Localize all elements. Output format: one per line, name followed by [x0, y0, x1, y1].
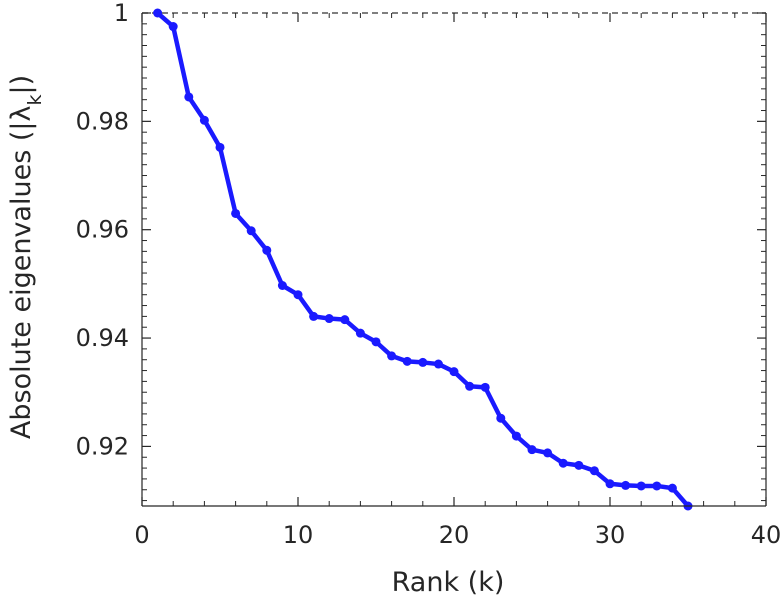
- axes-layer: 0 10 20 30 40 0.92 0.94 0.96 0.98 1: [76, 0, 782, 549]
- data-point: [324, 314, 334, 324]
- data-point: [277, 281, 287, 291]
- data-point: [433, 359, 443, 369]
- y-axis-label: Absolute eigenvalues (|λk|): [6, 75, 46, 439]
- data-point: [558, 458, 568, 468]
- data-point: [199, 115, 209, 125]
- data-point: [621, 480, 631, 490]
- series-layer: [153, 8, 693, 511]
- data-point: [574, 460, 584, 470]
- y-tick-label: 0.94: [76, 324, 129, 352]
- data-point: [184, 92, 194, 102]
- y-axis-label-subscript: k: [24, 95, 46, 106]
- series-line: [155, 10, 691, 509]
- x-tick-label: 30: [595, 521, 626, 549]
- data-point: [667, 483, 677, 493]
- data-point: [605, 479, 615, 489]
- data-point: [371, 337, 381, 347]
- x-tick-label: 10: [283, 521, 314, 549]
- data-point: [652, 481, 662, 491]
- data-point: [153, 8, 163, 18]
- x-tick-label: 40: [751, 521, 782, 549]
- data-point: [246, 226, 256, 236]
- data-point: [418, 357, 428, 367]
- y-tick-label: 0.92: [76, 432, 129, 460]
- x-tick-label: 20: [439, 521, 470, 549]
- labels-layer: Rank (k) Absolute eigenvalues (|λk|): [6, 75, 504, 598]
- y-axis-label-main: Absolute eigenvalues (|: [6, 122, 37, 440]
- data-point: [465, 381, 475, 391]
- data-point: [340, 315, 350, 325]
- data-point: [527, 445, 537, 455]
- data-point: [636, 481, 646, 491]
- x-axis-label: Rank (k): [392, 567, 505, 598]
- data-point: [215, 142, 225, 152]
- data-point: [262, 245, 272, 255]
- data-point: [543, 448, 553, 458]
- data-point: [511, 431, 521, 441]
- data-point: [293, 290, 303, 300]
- y-axis-label-close: |): [6, 75, 37, 95]
- data-point: [589, 466, 599, 476]
- x-tick-label: 0: [134, 521, 149, 549]
- data-point: [496, 413, 506, 423]
- data-point: [355, 328, 365, 338]
- data-point: [168, 22, 178, 32]
- data-point: [402, 356, 412, 366]
- data-point: [387, 351, 397, 361]
- y-tick-label: 1: [114, 0, 129, 27]
- data-point: [449, 367, 459, 377]
- data-point: [231, 208, 241, 218]
- y-tick-label: 0.98: [76, 107, 129, 135]
- data-point: [309, 311, 319, 321]
- y-axis-label-lambda: λ: [6, 106, 37, 122]
- y-tick-label: 0.96: [76, 216, 129, 244]
- data-point: [480, 382, 490, 392]
